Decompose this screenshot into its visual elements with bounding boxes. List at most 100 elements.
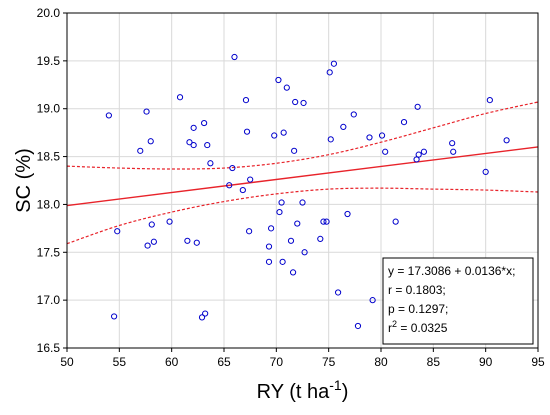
- data-point: [283, 84, 290, 91]
- x-tick-label: 70: [270, 355, 284, 369]
- data-point: [420, 148, 428, 155]
- data-point: [111, 313, 118, 320]
- data-point: [143, 108, 150, 115]
- stats-r-squared-base: r: [388, 321, 392, 335]
- stats-r: r = 0.1803;: [388, 283, 446, 297]
- data-point: [486, 97, 493, 104]
- data-point: [186, 139, 193, 146]
- data-point: [137, 147, 144, 154]
- regression-stats-box: y = 17.3086 + 0.0136*x; r = 0.1803; p = …: [382, 257, 534, 345]
- data-point: [482, 168, 489, 175]
- x-tick-label: 65: [217, 355, 231, 369]
- data-point: [144, 242, 151, 249]
- data-point: [334, 289, 342, 296]
- y-tick-label: 17.0: [37, 293, 61, 307]
- data-point: [147, 138, 154, 145]
- data-point: [503, 137, 510, 144]
- data-point: [204, 141, 211, 149]
- x-tick-label: 95: [531, 355, 545, 369]
- x-tick-label: 80: [374, 355, 388, 369]
- x-tick-label: 55: [113, 355, 127, 369]
- regression-line: [66, 146, 539, 207]
- data-point: [317, 235, 324, 242]
- x-tick-label: 85: [427, 355, 441, 369]
- data-point: [414, 103, 421, 110]
- confidence-lower-curve: [66, 187, 539, 245]
- data-point: [323, 218, 330, 225]
- data-point: [176, 94, 184, 101]
- data-point: [150, 238, 157, 245]
- y-tick-label: 18.5: [37, 150, 61, 164]
- y-tick-label: 20.0: [37, 6, 61, 20]
- data-point: [239, 186, 246, 194]
- stats-r-squared-tail: = 0.0325: [397, 321, 448, 335]
- data-point: [198, 314, 206, 321]
- data-point: [354, 322, 362, 330]
- data-point: [114, 228, 121, 235]
- data-point: [294, 220, 301, 227]
- data-point: [190, 141, 197, 149]
- data-point: [287, 237, 295, 244]
- data-point: [229, 164, 236, 172]
- data-point: [243, 128, 251, 135]
- data-point: [300, 99, 307, 107]
- y-tick-label: 16.5: [37, 341, 61, 355]
- x-tick-label: 75: [322, 355, 336, 369]
- data-point: [105, 112, 112, 119]
- data-point: [226, 182, 233, 189]
- data-point: [369, 297, 376, 304]
- data-point: [291, 147, 298, 154]
- data-point: [340, 123, 347, 131]
- data-point: [326, 69, 333, 76]
- data-point: [207, 160, 214, 167]
- data-point: [276, 208, 283, 216]
- data-point: [392, 218, 399, 225]
- data-point: [271, 132, 278, 139]
- data-point: [382, 148, 389, 155]
- y-tick-label: 17.5: [37, 245, 61, 259]
- data-point: [190, 124, 197, 131]
- stats-p: p = 0.1297;: [388, 302, 448, 316]
- y-tick-label: 19.0: [37, 102, 61, 116]
- data-point: [327, 136, 334, 143]
- data-point: [166, 218, 173, 225]
- data-point: [320, 218, 327, 225]
- stats-r-squared-sup: 2: [392, 319, 397, 329]
- data-points: [105, 53, 510, 330]
- x-tick-label: 60: [165, 355, 179, 369]
- x-axis-title-tail: ): [342, 381, 349, 403]
- data-point: [299, 199, 306, 206]
- y-tick-label: 19.5: [37, 54, 61, 68]
- data-point: [450, 148, 457, 155]
- data-point: [148, 221, 155, 228]
- data-point: [415, 151, 422, 158]
- data-point: [344, 210, 351, 218]
- confidence-upper-curve: [66, 101, 539, 170]
- x-axis-title-sup: -1: [329, 377, 342, 393]
- data-point: [280, 129, 287, 136]
- data-point: [265, 258, 273, 265]
- data-point: [366, 134, 373, 141]
- stats-box-frame: [382, 257, 534, 345]
- data-point: [278, 199, 285, 206]
- data-point: [247, 176, 254, 183]
- data-point: [202, 310, 209, 317]
- data-point: [330, 60, 337, 67]
- x-tick-label: 90: [479, 355, 493, 369]
- data-point: [265, 243, 273, 250]
- x-tick-label: 50: [60, 355, 74, 369]
- data-point: [378, 132, 386, 139]
- data-point: [193, 239, 200, 246]
- data-point: [289, 269, 297, 276]
- x-axis-title-base: RY (t ha: [257, 381, 331, 403]
- axis-ticks: 50 55 60 65 70 75 80 85 90 95 16.5 17.0 17.5 18.0 18.5…: [37, 6, 545, 369]
- data-point: [231, 53, 238, 61]
- stats-equation: y = 17.3086 + 0.0136*x;: [388, 264, 515, 278]
- fit-line: [66, 146, 539, 207]
- y-axis-title: SC (%): [13, 148, 35, 212]
- data-point: [242, 97, 250, 104]
- data-point: [279, 258, 286, 265]
- data-point: [449, 140, 456, 147]
- data-point: [184, 237, 191, 244]
